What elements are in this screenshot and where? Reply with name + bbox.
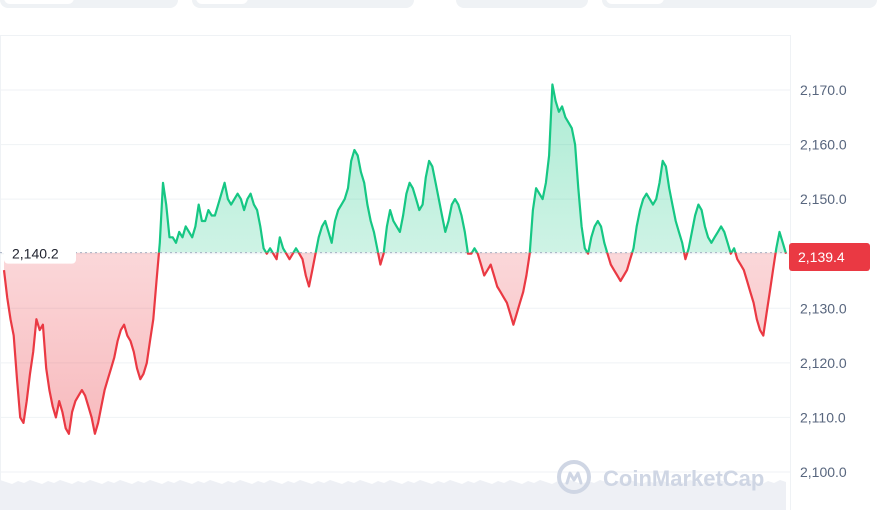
price-line (2, 83, 788, 435)
chart-frame (0, 35, 791, 510)
range-tab-4[interactable] (602, 0, 877, 8)
watermark: CoinMarketCap (557, 460, 764, 494)
y-tick-label: 2,150.0 (800, 191, 847, 207)
y-tick-label: 2,170.0 (800, 82, 847, 98)
range-tab-2-active (196, 0, 248, 4)
coinmarketcap-logo-icon (557, 460, 591, 494)
price-line-up (157, 83, 787, 253)
range-tab-3[interactable] (456, 0, 588, 8)
y-axis: 2,100.02,110.02,120.02,130.02,140.02,150… (800, 82, 847, 480)
open-price-text: 2,140.2 (12, 246, 59, 262)
volume-bars (0, 480, 786, 510)
y-tick-label: 2,120.0 (800, 355, 847, 371)
range-tab-2[interactable] (192, 0, 414, 8)
price-line-down (2, 252, 788, 435)
watermark-text: CoinMarketCap (603, 466, 764, 491)
area-fills (4, 84, 786, 434)
range-tab-1-active (4, 0, 74, 4)
range-tab-4-active (606, 0, 664, 4)
current-price-label: 2,139.4 (789, 242, 870, 271)
y-tick-label: 2,100.0 (800, 464, 847, 480)
grid-lines (0, 89, 790, 473)
open-price-bg (4, 239, 76, 264)
y-tick-label: 2,110.0 (800, 409, 846, 425)
y-tick-label: 2,130.0 (800, 300, 847, 316)
y-tick-label: 2,160.0 (800, 137, 847, 153)
area-above-baseline (158, 84, 786, 253)
current-price-text: 2,139.4 (798, 249, 845, 265)
range-tab-1[interactable] (0, 0, 178, 8)
current-price-bg (789, 242, 870, 271)
open-price-label: 2,140.2 (4, 239, 76, 264)
area-below-baseline (4, 252, 786, 434)
